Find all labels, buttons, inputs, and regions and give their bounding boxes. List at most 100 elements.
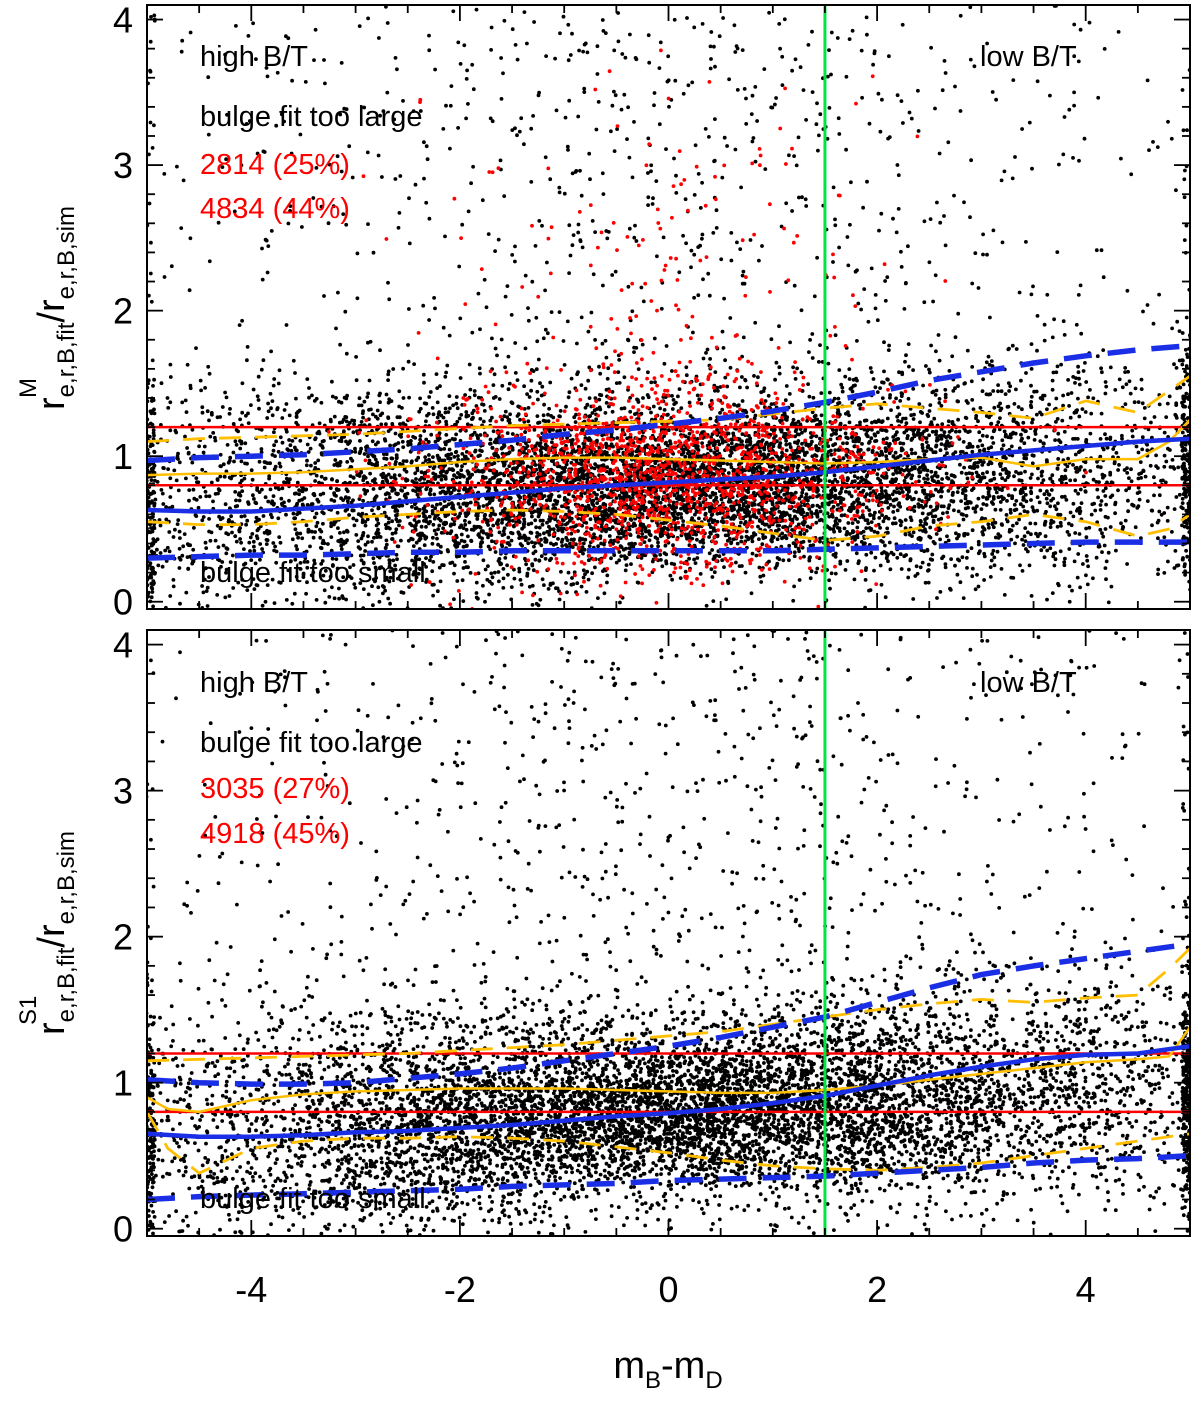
scatter-point [426, 479, 430, 484]
scatter-point [602, 591, 607, 596]
scatter-point [499, 446, 504, 451]
scatter-point [277, 461, 282, 466]
scatter-point [503, 365, 507, 370]
scatter-point [755, 119, 759, 123]
scatter-point [198, 495, 203, 499]
scatter-point [357, 24, 362, 28]
scatter-point [474, 595, 479, 600]
scatter-point [139, 506, 143, 510]
scatter-point [424, 200, 429, 205]
scatter-point [883, 298, 888, 303]
scatter-point [168, 495, 173, 499]
scatter-point [149, 585, 154, 590]
scatter-point [699, 401, 704, 406]
scatter-point [139, 456, 143, 460]
scatter-point [442, 474, 446, 479]
scatter-point [140, 394, 144, 398]
scatter-point [556, 528, 561, 533]
scatter-point [366, 534, 370, 539]
scatter-point [892, 516, 897, 521]
scatter-point [610, 273, 615, 277]
scatter-point [780, 450, 784, 455]
scatter-point [924, 449, 929, 453]
scatter-point [844, 147, 848, 152]
scatter-point [627, 155, 632, 160]
scatter-point [455, 579, 460, 583]
scatter-point [605, 580, 609, 585]
scatter-point [812, 414, 817, 419]
scatter-point [260, 603, 265, 608]
scatter-point [1102, 543, 1107, 548]
scatter-point [534, 601, 539, 606]
scatter-point [274, 560, 279, 565]
scatter-point [805, 511, 810, 516]
scatter-point [1119, 156, 1123, 161]
scatter-point [1193, 539, 1197, 543]
scatter-point [832, 473, 837, 478]
scatter-point [802, 554, 806, 559]
scatter-point [1195, 467, 1199, 471]
scatter-point [1035, 348, 1039, 353]
scatter-point [1003, 478, 1008, 482]
scatter-point [886, 530, 890, 535]
scatter-point [140, 561, 144, 565]
scatter-point [1099, 499, 1104, 503]
scatter-point [502, 463, 506, 468]
scatter-point [304, 427, 309, 432]
scatter-point [456, 40, 461, 45]
scatter-point [594, 127, 599, 132]
scatter-point [888, 395, 892, 400]
scatter-point [896, 419, 900, 423]
scatter-point [284, 34, 288, 39]
scatter-point [807, 350, 811, 354]
scatter-point [985, 252, 989, 257]
scatter-point [460, 578, 465, 583]
scatter-point [540, 384, 545, 389]
scatter-point [681, 519, 686, 523]
scatter-point [600, 171, 605, 176]
scatter-point [1007, 389, 1011, 393]
scatter-point [345, 489, 350, 494]
scatter-point [1061, 319, 1066, 324]
scatter-point [646, 195, 651, 200]
scatter-point [337, 596, 341, 601]
scatter-point [880, 396, 885, 400]
scatter-point [1123, 518, 1128, 523]
scatter-point [988, 575, 993, 579]
scatter-point [143, 431, 147, 435]
scatter-point [587, 544, 592, 548]
scatter-point [932, 479, 936, 484]
scatter-point [260, 487, 264, 492]
scatter-point [900, 22, 905, 27]
scatter-point [1176, 563, 1181, 568]
scatter-point [280, 416, 285, 420]
scatter-point [413, 182, 418, 187]
scatter-point [905, 496, 910, 501]
scatter-point [647, 532, 652, 536]
scatter-point [1054, 396, 1059, 401]
scatter-point [1106, 600, 1111, 605]
scatter-point [294, 544, 298, 548]
scatter-point [750, 93, 755, 98]
scatter-point [960, 555, 965, 560]
scatter-point [1023, 469, 1027, 474]
scatter-point [836, 396, 841, 401]
scatter-point [558, 409, 563, 413]
scatter-point [784, 201, 789, 206]
scatter-point [330, 379, 334, 384]
scatter-point [679, 452, 684, 457]
scatter-point [860, 95, 864, 100]
scatter-point [491, 429, 496, 434]
scatter-point [1070, 588, 1074, 593]
scatter-point [803, 197, 808, 202]
scatter-point [923, 521, 928, 525]
scatter-point [304, 523, 309, 528]
scatter-point [1022, 534, 1027, 539]
scatter-point [142, 4, 146, 8]
scatter-point [508, 412, 512, 417]
scatter-point [319, 474, 324, 479]
scatter-point [827, 390, 832, 395]
scatter-point [877, 516, 882, 520]
scatter-point [488, 547, 492, 552]
scatter-point [677, 387, 682, 391]
